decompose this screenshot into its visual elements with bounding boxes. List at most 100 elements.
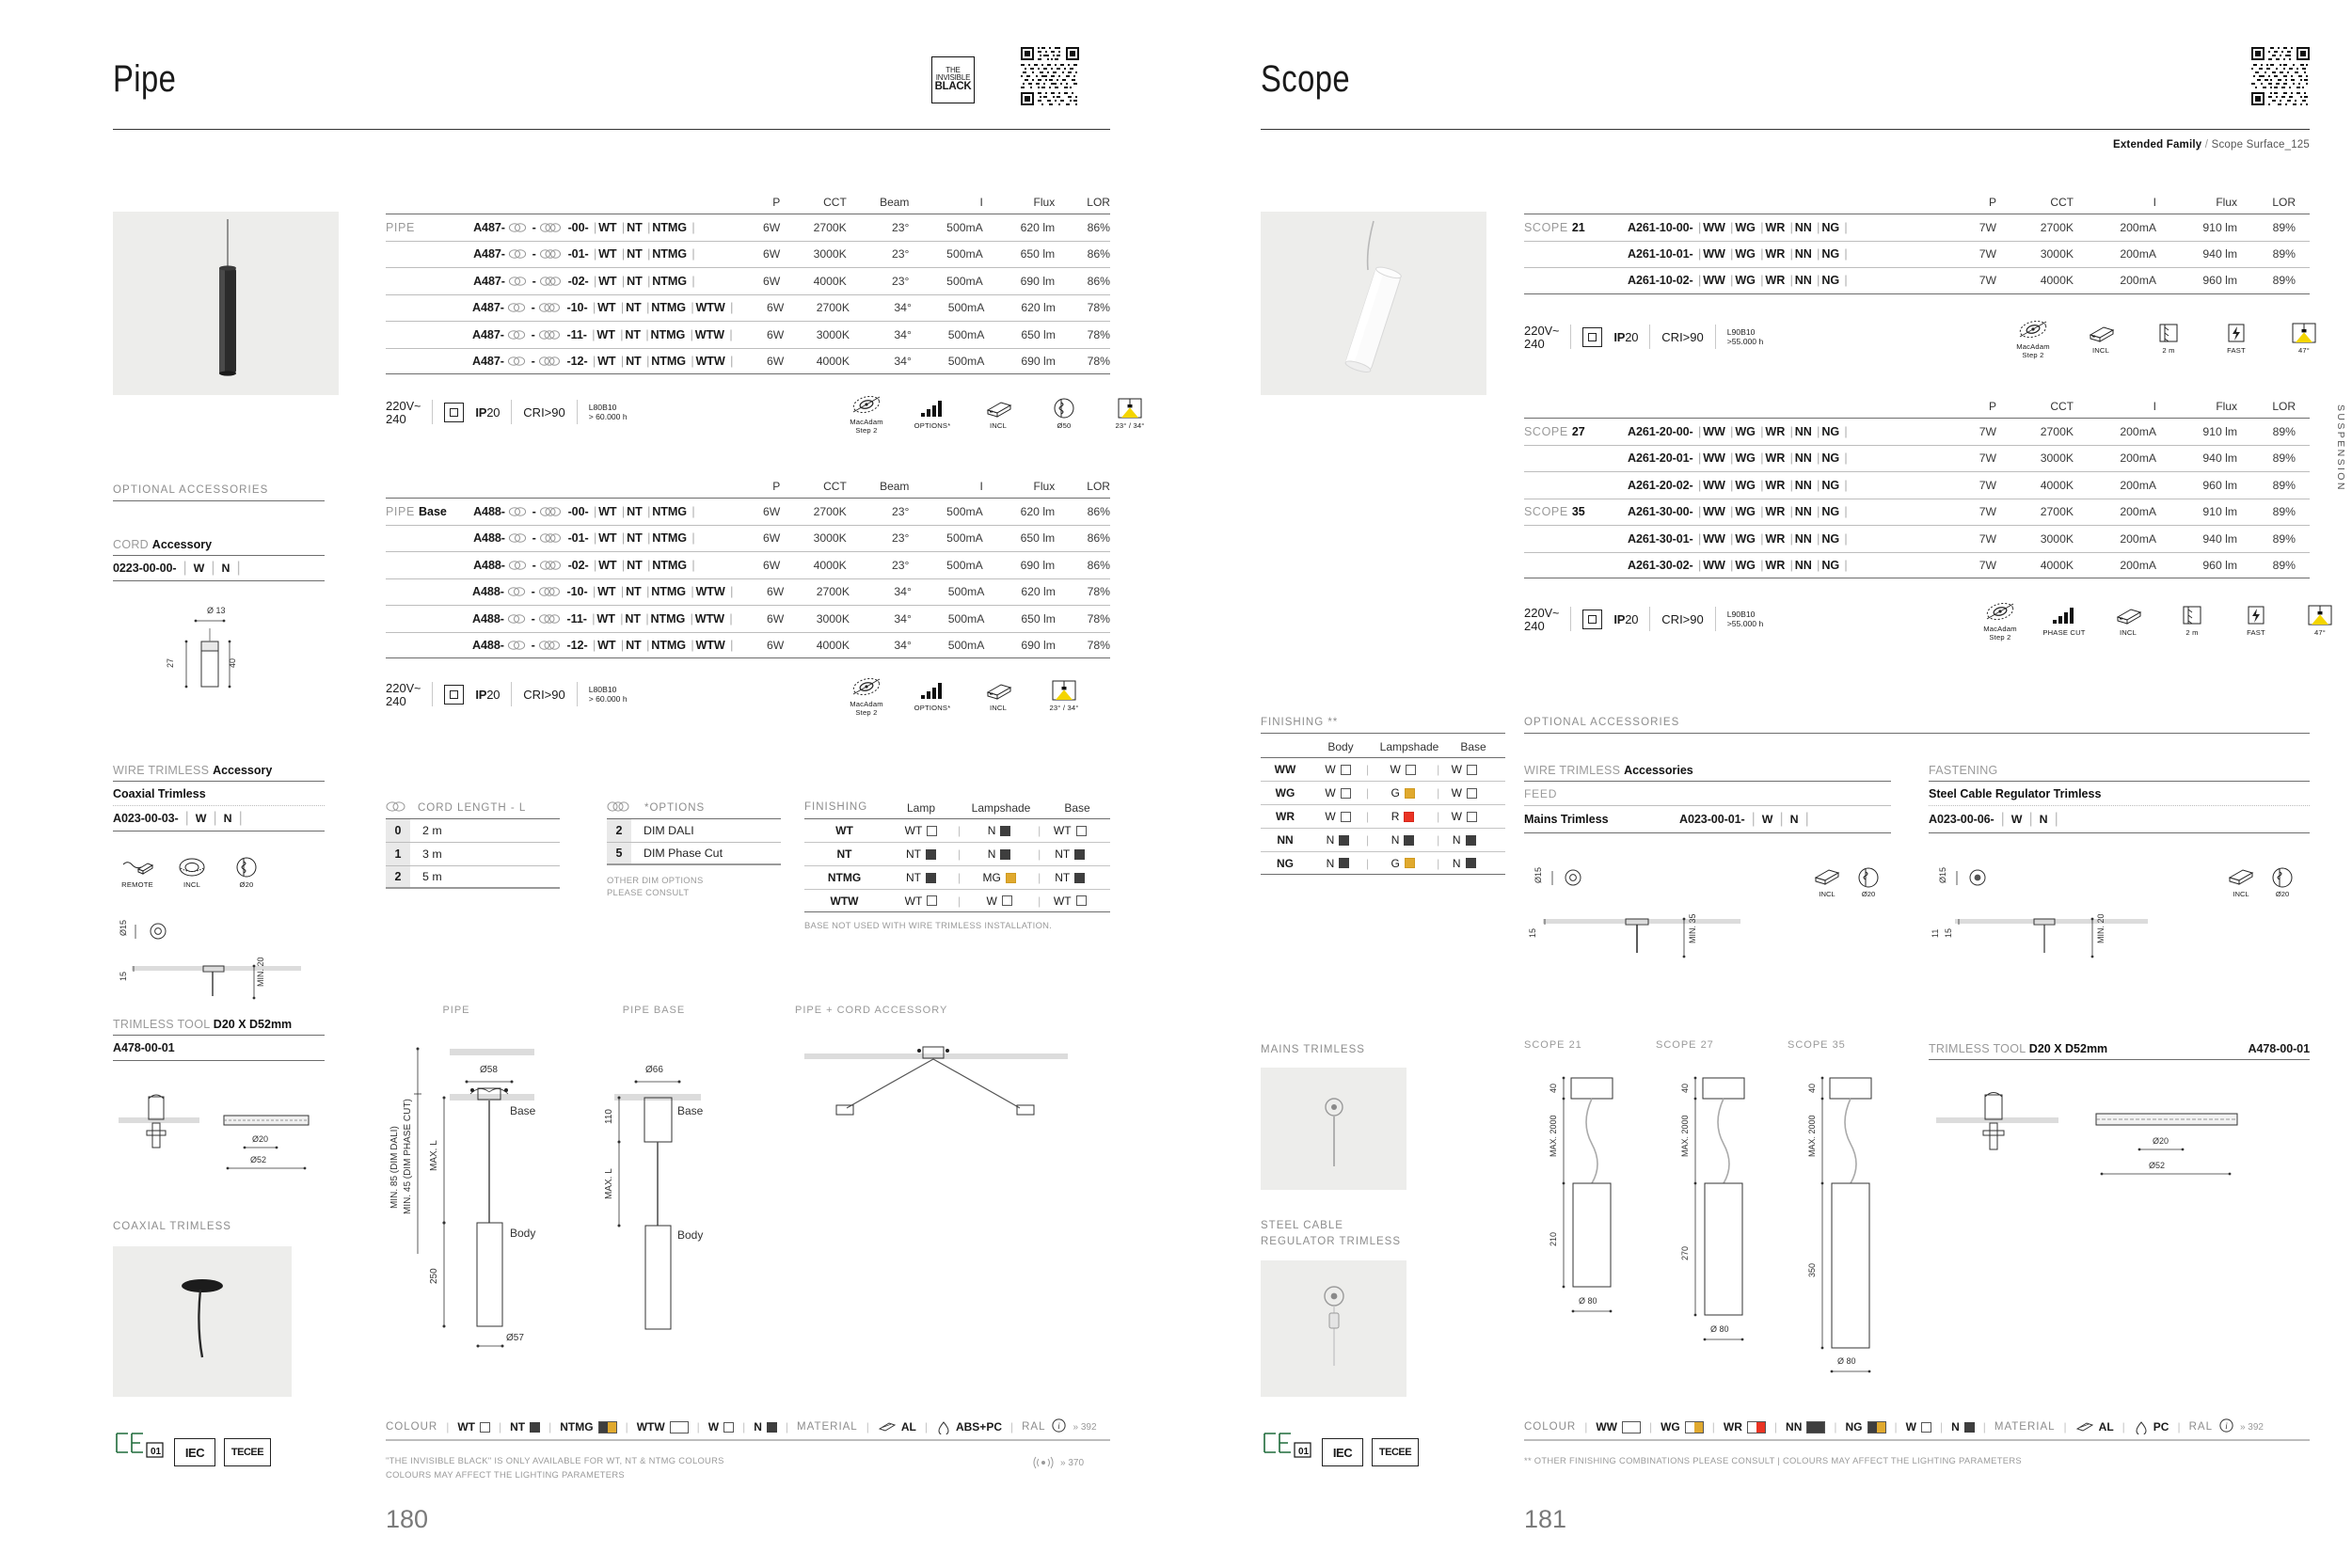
ip-label: IP: [475, 404, 487, 420]
qr-code-left[interactable]: [1021, 47, 1079, 105]
finishing-row[interactable]: NG N | G | N: [1261, 851, 1505, 875]
finishing-row[interactable]: WTW WT | W | WT: [804, 889, 1110, 912]
colour-item[interactable]: W: [1906, 1420, 1931, 1433]
options-rows: 2 DIM DALI 5 DIM Phase Cut: [607, 818, 781, 865]
info-icon[interactable]: i: [2219, 1418, 2233, 1435]
colour-item[interactable]: NTMG: [560, 1420, 617, 1433]
voltage-top: 220: [1524, 606, 1545, 620]
pipe-base-rows: PIPE Base A488- - -00- | WT | NT | NTMG | 6W 2…: [386, 498, 1110, 658]
colour-item[interactable]: NG: [1846, 1420, 1886, 1433]
table-row[interactable]: A488- - -01- | WT | NT | NTMG | 6W 3000K 23° 50…: [386, 524, 1110, 552]
colour-swatch-pair: [1621, 1420, 1641, 1433]
voltage-bottom: 240: [386, 411, 406, 426]
cell-beam: 34°: [894, 638, 912, 652]
colour-item[interactable]: NT: [510, 1420, 541, 1433]
option-row[interactable]: 2 DIM DALI: [607, 818, 781, 842]
table-row[interactable]: A488- - -10- | WT | NT | NTMG | WTW | 6W 2700K…: [386, 578, 1110, 606]
option-row[interactable]: 0 2 m: [386, 818, 560, 842]
colour-item[interactable]: WR: [1724, 1420, 1766, 1433]
beam-angle-icon: 47°: [2275, 322, 2333, 356]
qr-code-right[interactable]: [2251, 47, 2310, 105]
table-row[interactable]: A261-30-01- | WW | WG | WR | NN | NG | 7W 3000K…: [1524, 525, 2310, 552]
voltage-unit: V~: [1544, 325, 1560, 338]
option-key: 2: [386, 866, 410, 887]
table-row[interactable]: A487- - -01- | WT | NT | NTMG | 6W 3000K 23° 50…: [386, 240, 1110, 268]
table-row[interactable]: SCOPE 27 A261-20-00- | WW | WG | WR | NN | NG …: [1524, 418, 2310, 445]
colour-item[interactable]: NN: [1786, 1420, 1826, 1433]
option-row[interactable]: 5 DIM Phase Cut: [607, 842, 781, 865]
table-row[interactable]: A488- - -02- | WT | NT | NTMG | 6W 4000K 23° 50…: [386, 551, 1110, 578]
table-row[interactable]: A261-20-02- | WW | WG | WR | NN | NG | 7W 4000K…: [1524, 471, 2310, 499]
colour-item[interactable]: WT: [457, 1420, 490, 1433]
ip-rating: IP20: [475, 405, 500, 420]
table-row[interactable]: SCOPE 21 A261-10-00- | WW | WG | WR | NN | NG …: [1524, 214, 2310, 241]
colour-bar-right: COLOUR | WW | WG | WR | NN | NG | W | N | MATERIAL |…: [1524, 1418, 2264, 1435]
svg-text:Ø52: Ø52: [2149, 1161, 2165, 1170]
svg-text:11: 11: [1931, 929, 1940, 938]
remote-driver-icon: REMOTE: [111, 856, 164, 890]
colour-item[interactable]: N: [754, 1420, 777, 1433]
colour-item[interactable]: W: [708, 1420, 735, 1433]
cord-length-rows: 0 2 m 1 3 m 2 5 m: [386, 818, 560, 889]
finishing-row[interactable]: WR W | R | W: [1261, 804, 1505, 828]
finishing-row[interactable]: NT NT | N | NT: [804, 842, 1110, 865]
icon-caption: FAST: [2227, 346, 2246, 356]
table-row[interactable]: A488- - -11- | WT | NT | NTMG | WTW | 6W 3000K…: [386, 605, 1110, 632]
colour-item[interactable]: WG: [1661, 1420, 1704, 1433]
wireless-ref-block[interactable]: » 370: [1033, 1456, 1084, 1469]
table-header-row: P CCT Beam I Flux LOR: [386, 196, 1110, 214]
finishing-row[interactable]: WT WT | N | WT: [804, 818, 1110, 842]
colour-swatch: [1001, 895, 1012, 906]
wireless-page-ref[interactable]: » 370: [1060, 1457, 1085, 1468]
cell-power: 7W: [1979, 478, 1996, 492]
table-row[interactable]: SCOPE 35 A261-30-00- | WW | WG | WR | NN | NG …: [1524, 498, 2310, 526]
table-row[interactable]: A487- - -02- | WT | NT | NTMG | 6W 4000K 23° 50…: [386, 267, 1110, 294]
ral-page-ref[interactable]: » 392: [1073, 1421, 1097, 1433]
cord-length-table: CORD LENGTH - L 0 2 m 1 3 m 2 5 m: [386, 801, 560, 889]
colour-swatch: [1074, 872, 1086, 883]
icon-caption: MacAdam Step 2: [850, 700, 883, 717]
voltage-icon: 220V~ 240: [386, 682, 421, 707]
lifetime-hours: >55.000 h: [1726, 337, 1764, 347]
svg-text:Ø 80: Ø 80: [1579, 1296, 1597, 1306]
svg-text:i: i: [2225, 1421, 2228, 1431]
cell-cct: 2700K: [816, 301, 850, 315]
table-row[interactable]: A488- - -12- | WT | NT | NTMG | WTW | 6W 4000K…: [386, 631, 1110, 658]
cri-value: CRI>90: [523, 687, 565, 702]
ral-page-ref[interactable]: » 392: [2239, 1421, 2264, 1433]
table-row[interactable]: A487- - -11- | WT | NT | NTMG | WTW | 6W 3000K…: [386, 321, 1110, 348]
finishing-row[interactable]: NN N | N | N: [1261, 828, 1505, 851]
finishing-row[interactable]: NTMG NT | MG | NT: [804, 865, 1110, 889]
table-row[interactable]: A261-10-01- | WW | WG | WR | NN | NG | 7W 3000K…: [1524, 240, 2310, 268]
table-row[interactable]: PIPE Base A488- - -00- | WT | NT | NTMG | 6W 2…: [386, 498, 1110, 525]
option-row[interactable]: 1 3 m: [386, 842, 560, 865]
trimless-tool-label: TRIMLESS TOOL: [113, 1018, 211, 1031]
table-header-row: P CCT I Flux LOR: [1524, 400, 2310, 418]
table-row[interactable]: A261-10-02- | WW | WG | WR | NN | NG | 7W 4000K…: [1524, 267, 2310, 294]
table-row[interactable]: A487- - -10- | WT | NT | NTMG | WTW | 6W 2700K…: [386, 293, 1110, 322]
colour-swatch: [927, 825, 938, 836]
steel-cable-title-1: STEEL CABLE: [1261, 1220, 1343, 1231]
breadcrumb-family[interactable]: Extended Family: [2112, 139, 2202, 150]
table-row[interactable]: A487- - -12- | WT | NT | NTMG | WTW | 6W 4000K…: [386, 347, 1110, 374]
product-code: A487- - -11- | WT | NT | NTMG | WTW |: [472, 327, 733, 341]
finishing-row[interactable]: WG W | G | W: [1261, 781, 1505, 804]
table-row[interactable]: A261-30-02- | WW | WG | WR | NN | NG | 7W 4000K…: [1524, 551, 2310, 578]
cell-current: 200mA: [2120, 505, 2156, 519]
cell-flux: 960 lm: [2202, 274, 2237, 288]
info-icon[interactable]: i: [1052, 1418, 1067, 1435]
colour-item[interactable]: N: [1951, 1420, 1975, 1433]
option-row[interactable]: 2 5 m: [386, 865, 560, 889]
colour-item[interactable]: WW: [1596, 1420, 1641, 1433]
pipe-rows: PIPE A487- - -00- | WT | NT | NTMG | 6W 2700K 2…: [386, 214, 1110, 374]
breadcrumb-product[interactable]: Scope Surface_125: [2211, 139, 2310, 150]
cell-base: W: [1439, 786, 1488, 800]
table-row[interactable]: PIPE A487- - -00- | WT | NT | NTMG | 6W 2700K 2…: [386, 214, 1110, 241]
accessory-label: Accessory: [213, 764, 273, 777]
colour-item[interactable]: WTW: [637, 1420, 689, 1433]
table-row[interactable]: A261-20-01- | WW | WG | WR | NN | NG | 7W 3000K…: [1524, 444, 2310, 472]
svg-text:Ø 13: Ø 13: [207, 606, 226, 615]
icon-caption: INCL: [2119, 628, 2137, 638]
finishing-row[interactable]: WW W | W | W: [1261, 757, 1505, 781]
finish-code: WTW: [830, 894, 859, 908]
